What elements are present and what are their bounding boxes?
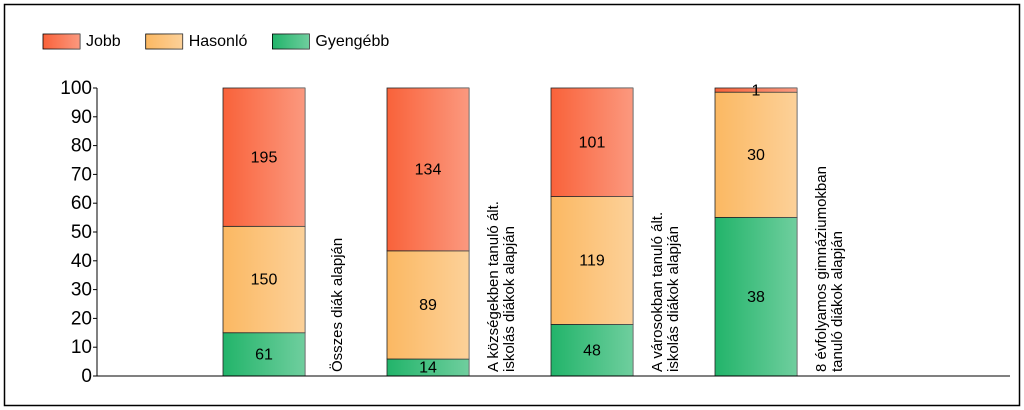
bar-shade — [551, 196, 633, 325]
data-label: 134 — [415, 162, 442, 179]
legend-swatch-shade — [43, 34, 80, 49]
data-label: 101 — [579, 134, 606, 151]
y-tick-label: 20 — [71, 308, 92, 329]
bar-shade — [715, 88, 797, 93]
data-label: 89 — [419, 297, 437, 314]
y-tick-label: 90 — [71, 107, 92, 128]
x-category-label: 8 évfolyamos gimnáziumokbantanuló diákok… — [813, 166, 846, 372]
y-tick-label: 60 — [71, 193, 92, 214]
y-tick-label: 80 — [71, 136, 92, 157]
bar-shade — [387, 250, 469, 359]
data-label: 38 — [747, 289, 765, 306]
bar-shade — [223, 88, 305, 227]
legend-label: Hasonló — [189, 33, 248, 50]
legend-label: Gyengébb — [315, 33, 389, 50]
legend-swatch-shade — [272, 34, 310, 49]
y-tick-label: 50 — [71, 222, 92, 243]
legend-label: Jobb — [86, 33, 121, 50]
data-label: 195 — [251, 149, 278, 166]
bar-shade — [223, 332, 305, 376]
y-tick-label: 70 — [71, 164, 92, 185]
y-tick-label: 40 — [71, 251, 92, 272]
bar-shade — [387, 88, 469, 251]
bar-shade — [387, 358, 469, 376]
data-label: 61 — [255, 347, 273, 364]
legend-swatch-shade — [145, 34, 183, 49]
x-category-label: A városokban tanuló ált.iskolás diákok a… — [649, 212, 682, 372]
y-tick-label: 0 — [81, 366, 92, 387]
data-label: 150 — [251, 272, 278, 289]
y-tick-label: 100 — [60, 78, 92, 99]
bar-shade — [715, 92, 797, 218]
bar-shade — [223, 226, 305, 333]
x-category-label: A községekben tanuló ált.iskolás diákok … — [485, 201, 518, 372]
y-tick-label: 30 — [71, 280, 92, 301]
data-label: 119 — [579, 253, 605, 270]
x-category-label: Összes diák alapján — [328, 238, 346, 372]
frame — [3, 3, 1021, 407]
bar-shade — [715, 217, 797, 376]
data-label: 14 — [419, 360, 437, 377]
data-label: 48 — [583, 342, 601, 359]
bar-shade — [551, 88, 633, 197]
data-label: 30 — [747, 147, 765, 164]
bar-shade — [551, 324, 633, 376]
data-label: 1 — [752, 82, 761, 99]
y-tick-label: 10 — [71, 337, 92, 358]
